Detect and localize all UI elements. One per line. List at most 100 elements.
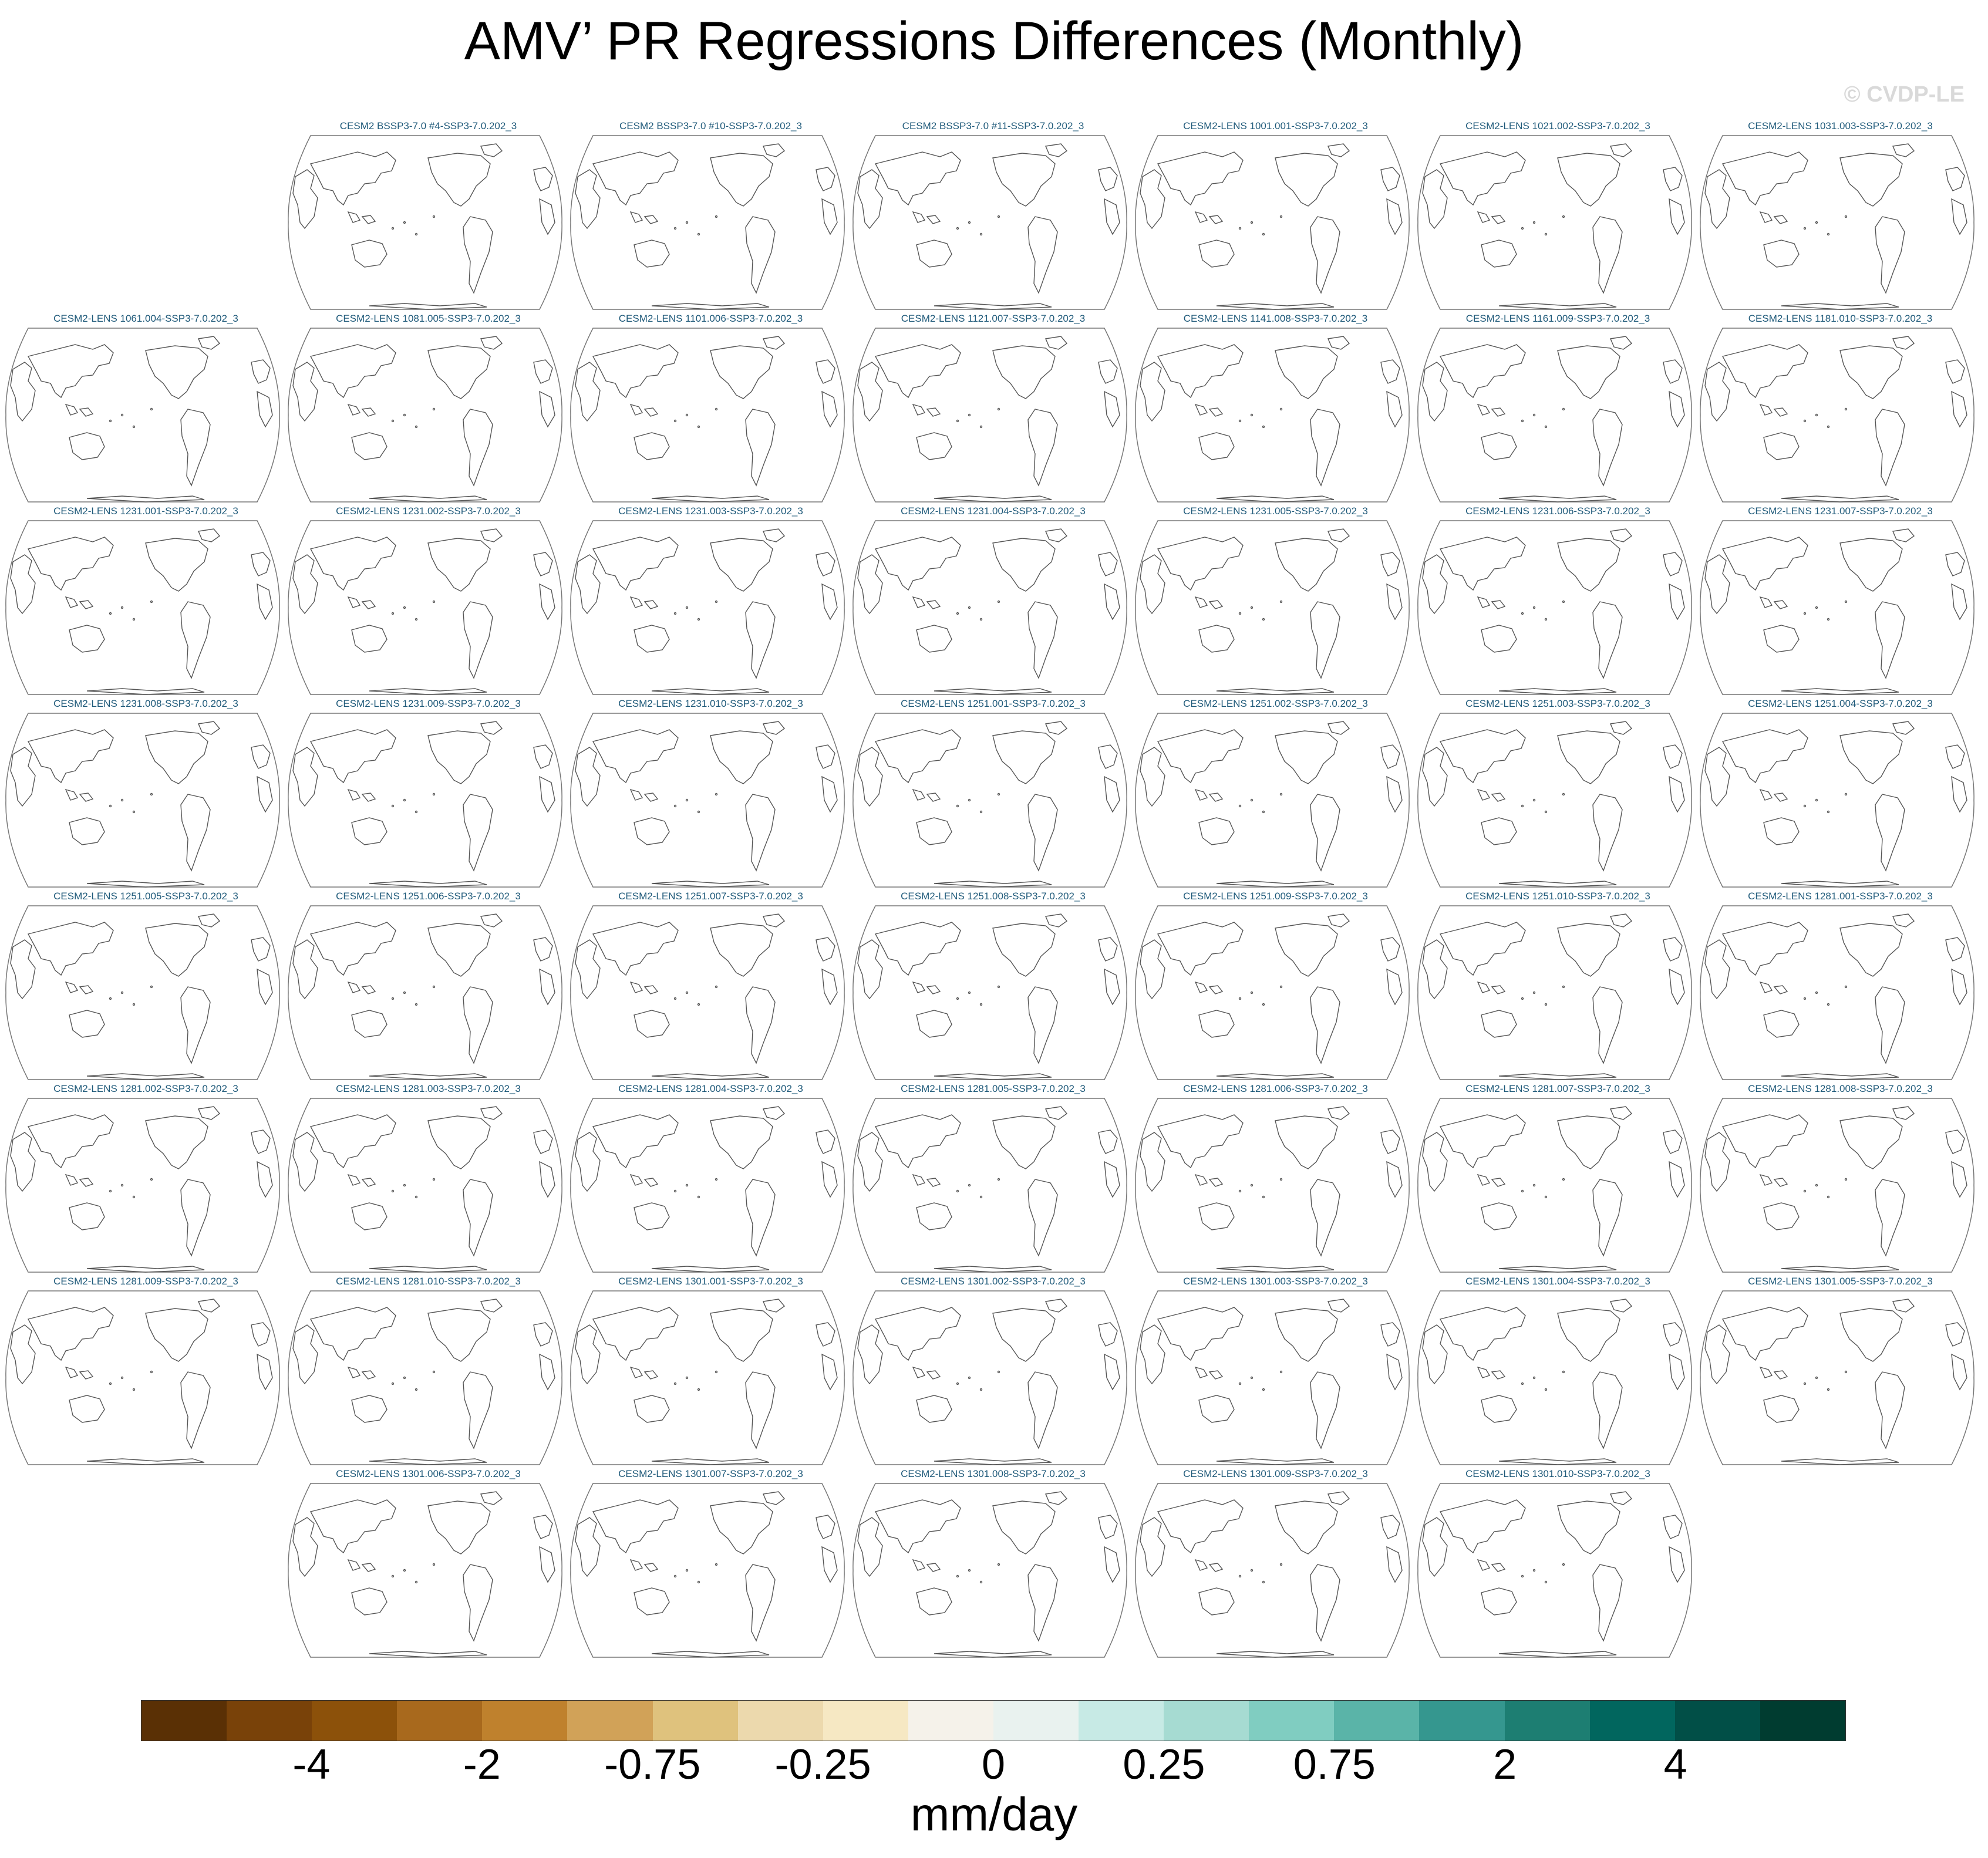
coastline (763, 721, 786, 735)
island (1250, 1183, 1254, 1187)
coastline (198, 1106, 221, 1120)
map-outline (1135, 905, 1410, 1080)
panel-title: CESM2-LENS 1281.008-SSP3-7.0.202_3 (1748, 1083, 1933, 1094)
panel-title: CESM2-LENS 1231.003-SSP3-7.0.202_3 (618, 505, 803, 517)
coastlines (575, 913, 838, 1080)
map-outline (570, 1483, 845, 1658)
map-outline (1417, 905, 1692, 1080)
coastline (251, 552, 271, 576)
colorbar-tick-label: -0.75 (604, 1741, 701, 1788)
panel-title: CESM2-LENS 1281.010-SSP3-7.0.202_3 (336, 1276, 521, 1287)
coastline (874, 729, 961, 784)
island (997, 1370, 1000, 1374)
island (979, 1195, 983, 1199)
coastline (1669, 198, 1685, 235)
coastline (1704, 554, 1730, 615)
coastline (1951, 390, 1967, 428)
coastlines (292, 528, 555, 695)
coastline (634, 432, 670, 460)
coastline (180, 601, 211, 679)
coastlines (575, 528, 838, 695)
coastline (361, 985, 376, 994)
coastline (533, 552, 553, 576)
world-map (570, 905, 845, 1080)
coastline (816, 1515, 835, 1539)
island (120, 798, 124, 802)
coastline (1839, 538, 1903, 592)
coastlines (1140, 1106, 1403, 1273)
coastline (926, 793, 941, 802)
coastline (351, 240, 388, 268)
world-map (570, 328, 845, 503)
coastline (1380, 744, 1400, 769)
island (1562, 1178, 1565, 1181)
coastline (1498, 1651, 1617, 1658)
coastline (1194, 1366, 1208, 1378)
map-panel: CESM2-LENS 1031.003-SSP3-7.0.202_3 (1699, 120, 1982, 311)
coastline (1669, 968, 1685, 1006)
coastline (1208, 1370, 1224, 1380)
world-map (570, 713, 845, 888)
coastline (1721, 729, 1808, 784)
island (1544, 425, 1548, 429)
coastline (1592, 601, 1623, 679)
coastline (1194, 981, 1208, 993)
island (432, 407, 436, 411)
coastline (1098, 937, 1118, 962)
coastline (857, 554, 883, 615)
coastline (1892, 143, 1915, 157)
island (1521, 612, 1524, 615)
coastline (27, 1307, 114, 1361)
island (403, 606, 406, 609)
world-map (1417, 1290, 1692, 1465)
coastline (1386, 1353, 1403, 1391)
coastline (1477, 211, 1491, 223)
map-outline (1417, 328, 1692, 503)
coastlines (292, 1491, 555, 1658)
coastline (533, 744, 553, 769)
island (673, 804, 677, 808)
coastline (634, 625, 670, 653)
island (715, 1563, 718, 1566)
island (685, 606, 689, 609)
coastline (745, 216, 776, 294)
island (1815, 606, 1818, 609)
coastlines (1140, 1299, 1403, 1465)
coastline (1704, 939, 1730, 1000)
coastline (463, 986, 493, 1064)
world-map (1700, 713, 1974, 888)
island (956, 804, 959, 808)
island (132, 1388, 136, 1391)
coastline (1491, 985, 1506, 994)
map-panel: CESM2-LENS 1231.002-SSP3-7.0.202_3 (287, 505, 570, 696)
island (956, 1574, 959, 1578)
world-map (853, 905, 1127, 1080)
island (432, 215, 436, 218)
coastline (1945, 744, 1965, 769)
map-outline (1700, 713, 1974, 888)
map-panel: CESM2-LENS 1281.002-SSP3-7.0.202_3 (5, 1083, 287, 1274)
coastline (480, 1299, 503, 1313)
island (673, 227, 677, 230)
coastline (1380, 937, 1400, 962)
coastline (1422, 169, 1448, 230)
coastline (857, 939, 883, 1000)
coastline (912, 1174, 926, 1186)
coastline (1422, 747, 1448, 807)
coastline (1194, 211, 1208, 223)
coastline (745, 601, 776, 679)
coastline (292, 939, 318, 1000)
coastline (251, 1322, 271, 1347)
coastline (1721, 344, 1808, 399)
coastline (575, 939, 601, 1000)
colorbar-swatch (652, 1701, 738, 1741)
panel-title: CESM2-LENS 1231.001-SSP3-7.0.202_3 (53, 505, 238, 517)
island (979, 618, 983, 621)
panel-title: CESM2-LENS 1301.007-SSP3-7.0.202_3 (618, 1468, 803, 1479)
map-panel: CESM2-LENS 1251.006-SSP3-7.0.202_3 (287, 891, 570, 1081)
coastline (857, 747, 883, 807)
coastline (1945, 167, 1965, 191)
island (1532, 606, 1536, 609)
panel-title: CESM2-LENS 1231.005-SSP3-7.0.202_3 (1183, 505, 1368, 517)
coastline (1610, 336, 1633, 350)
